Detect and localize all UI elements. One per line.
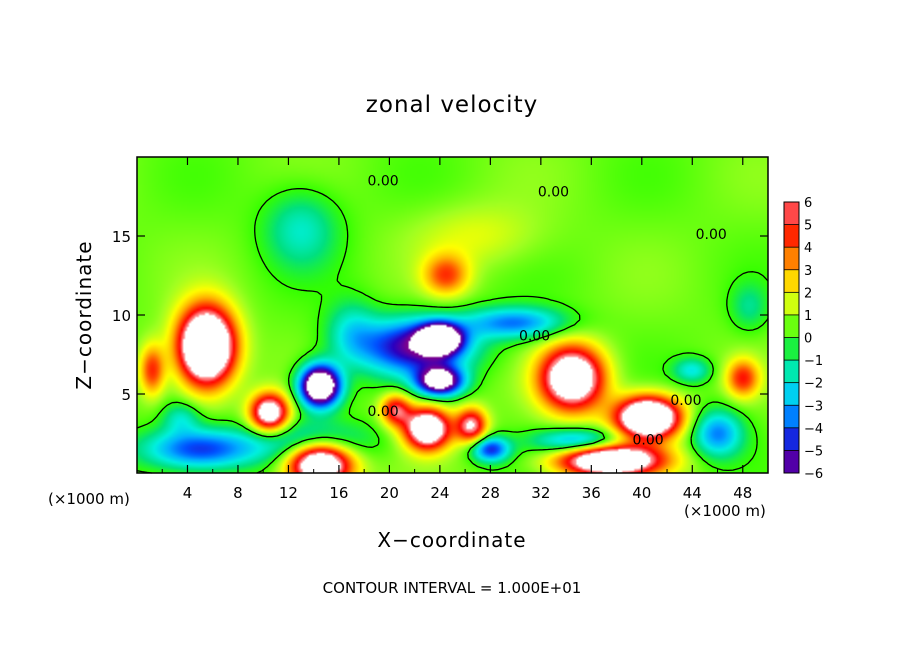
y-tick-label: 15 — [112, 228, 131, 246]
x-axis: 4 8 12 16 20 24 28 32 36 40 44 48 — [161, 157, 752, 502]
colorbar: 6 5 4 3 2 1 0 −1 −2 −3 −4 −5 −6 — [783, 196, 823, 482]
colorbar-swatch — [784, 427, 799, 451]
colorbar-tick-label: −5 — [804, 444, 823, 459]
colorbar-tick-label: 5 — [804, 219, 812, 234]
y-axis-label: Z−coordinate — [72, 240, 96, 389]
contour-label: 0.00 — [519, 328, 550, 344]
x-tick-label: 8 — [233, 484, 243, 502]
colorbar-tick-label: 0 — [804, 332, 812, 347]
x-tick-label: 4 — [183, 484, 193, 502]
x-tick-label: 16 — [329, 484, 348, 502]
colorbar-swatch — [784, 314, 799, 338]
colorbar-tick-label: −2 — [804, 377, 823, 392]
chart-title: zonal velocity — [366, 92, 538, 118]
contour-interval-note: CONTOUR INTERVAL = 1.000E+01 — [323, 579, 582, 597]
contour-labels: 0.00 0.00 0.00 0.00 0.00 0.00 0.00 — [368, 173, 727, 448]
colorbar-tick-label: −6 — [804, 467, 823, 482]
colorbar-swatch — [784, 405, 799, 429]
plot-area: 0.00 0.00 0.00 0.00 0.00 0.00 0.00 — [136, 156, 769, 474]
contour-label: 0.00 — [538, 185, 569, 201]
zero-contour-line — [136, 188, 769, 474]
colorbar-swatch — [784, 247, 799, 271]
x-tick-label: 40 — [632, 484, 651, 502]
colorbar-tick-label: 3 — [804, 264, 812, 279]
y-tick-label: 10 — [112, 307, 131, 325]
colorbar-tick-label: 4 — [804, 241, 812, 256]
colorbar-swatch — [784, 269, 799, 293]
x-tick-label: 24 — [430, 484, 449, 502]
contour-label: 0.00 — [696, 227, 727, 243]
x-unit-left: (×1000 m) — [48, 490, 130, 508]
x-tick-label: 36 — [582, 484, 601, 502]
x-tick-label: 32 — [531, 484, 550, 502]
colorbar-tick-label: 2 — [804, 286, 812, 301]
colorbar-swatch — [784, 224, 799, 248]
colorbar-tick-label: 1 — [804, 309, 812, 324]
x-tick-label: 44 — [683, 484, 702, 502]
velocity-field — [137, 157, 768, 473]
x-axis-label: X−coordinate — [377, 528, 526, 552]
y-tick-label: 5 — [121, 386, 131, 404]
x-tick-label: 28 — [481, 484, 500, 502]
colorbar-tick-label: −4 — [804, 422, 823, 437]
colorbar-swatch — [784, 337, 799, 361]
y-axis: 5 10 15 — [112, 228, 768, 404]
colorbar-swatch — [784, 202, 799, 226]
x-tick-label: 12 — [279, 484, 298, 502]
colorbar-swatch — [784, 360, 799, 384]
contour-label: 0.00 — [368, 404, 399, 420]
colorbar-swatch — [784, 292, 799, 316]
colorbar-tick-label: −3 — [804, 399, 823, 414]
contour-label: 0.00 — [368, 173, 399, 189]
contour-label: 0.00 — [633, 433, 664, 449]
colorbar-tick-label: −1 — [804, 354, 823, 369]
x-tick-label: 20 — [380, 484, 399, 502]
colorbar-swatch — [784, 382, 799, 406]
colorbar-swatch — [784, 450, 799, 474]
contour-label: 0.00 — [670, 393, 701, 409]
x-unit-right: (×1000 m) — [684, 502, 766, 520]
colorbar-tick-label: 6 — [804, 196, 812, 211]
x-tick-label: 48 — [733, 484, 752, 502]
